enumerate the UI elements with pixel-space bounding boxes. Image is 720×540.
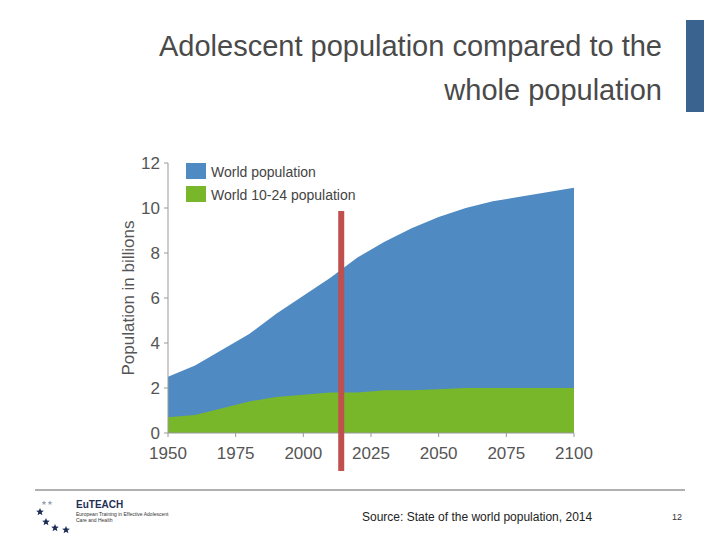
x-tick-label: 1950 (149, 444, 187, 463)
slide: Adolescent population compared to the who… (0, 0, 720, 540)
x-tick (506, 433, 507, 437)
plot-area (168, 188, 574, 433)
area (168, 188, 574, 433)
x-tick (235, 433, 236, 437)
logo-star (42, 518, 50, 525)
accent-bar (686, 20, 704, 112)
legend-label: World 10-24 population (211, 187, 356, 203)
x-tick-label: 2050 (420, 444, 458, 463)
x-tick (168, 433, 169, 437)
y-tick-label: 8 (151, 244, 160, 263)
logo-star (48, 501, 53, 506)
y-tick (164, 298, 168, 299)
logo-star (42, 501, 47, 506)
y-tick-label: 12 (141, 154, 160, 173)
slide-title: whole population (443, 74, 662, 106)
logo: EuTEACHEuropean Training in Effective Ad… (36, 499, 169, 533)
y-tick (164, 343, 168, 344)
x-tick (574, 433, 575, 437)
logo-name: EuTEACH (76, 499, 123, 510)
slide-title: Adolescent population compared to the (159, 30, 662, 62)
y-tick (164, 253, 168, 254)
x-tick (371, 433, 372, 437)
logo-star (51, 524, 59, 531)
legend-swatch (186, 186, 206, 202)
reference-line (338, 211, 344, 471)
y-tick (164, 208, 168, 209)
x-tick (303, 433, 304, 437)
chart: 0 2 4 6 8 10 12 1950 1975 2000 2025 2050 2075 2100 Pop… (119, 154, 593, 471)
footer-rule (35, 489, 685, 491)
y-tick (164, 433, 168, 434)
x-tick-label: 2075 (487, 444, 525, 463)
y-tick-label: 10 (141, 199, 160, 218)
x-tick (438, 433, 439, 437)
legend: World population World 10-24 population (186, 163, 356, 203)
x-tick-label: 1975 (217, 444, 255, 463)
logo-star (36, 508, 44, 515)
area (168, 388, 574, 433)
x-tick-label: 2100 (555, 444, 593, 463)
logo-star (62, 526, 70, 533)
y-tick-label: 2 (151, 379, 160, 398)
x-tick-label: 2025 (352, 444, 390, 463)
y-tick (164, 388, 168, 389)
y-tick-label: 6 (151, 289, 160, 308)
source: Source: State of the world population, 2… (362, 510, 592, 524)
legend-label: World population (211, 164, 316, 180)
y-tick (164, 163, 168, 164)
y-axis-label: Population in billions (119, 221, 138, 376)
y-tick-label: 0 (151, 424, 160, 443)
y-tick-label: 4 (151, 334, 160, 353)
logo-subtitle: Care and Health (76, 517, 113, 523)
x-tick-label: 2000 (284, 444, 322, 463)
legend-swatch (186, 163, 206, 179)
page-number: 12 (672, 512, 682, 522)
